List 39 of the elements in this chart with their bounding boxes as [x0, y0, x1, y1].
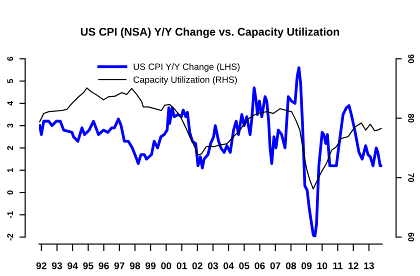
- x-tick-label: 93: [52, 262, 62, 270]
- y-tick-label: 0: [7, 190, 14, 194]
- x-tick-label: 04: [224, 262, 234, 270]
- y-tick-label: -2: [7, 234, 14, 240]
- y-tick-label: 1: [7, 168, 14, 172]
- y-tick-label: 5: [7, 78, 14, 84]
- x-tick-label: 00: [161, 262, 172, 270]
- chart-title: US CPI (NSA) Y/Y Change vs. Capacity Utilization: [80, 28, 340, 38]
- x-tick-label: 96: [98, 262, 109, 270]
- x-tick-label: 13: [364, 262, 374, 270]
- y-tick-label: 2: [7, 146, 14, 150]
- legend-label: Capacity Utilization (RHS): [134, 76, 237, 85]
- y-tick-label: -1: [7, 211, 14, 218]
- y-tick-label: 4: [7, 101, 14, 106]
- line-series: [39, 87, 382, 190]
- y2-tick-label: 70: [408, 173, 414, 182]
- x-tick-label: 94: [68, 262, 78, 270]
- x-tick-label: 97: [114, 262, 124, 270]
- x-tick-label: 02: [192, 262, 202, 270]
- legend-label: US CPI Y/Y Change (LHS): [134, 63, 240, 72]
- x-tick-label: 95: [83, 262, 94, 270]
- y-tick-label: 6: [7, 56, 14, 61]
- x-tick-label: 10: [317, 262, 328, 270]
- x-tick-label: 09: [302, 262, 312, 270]
- x-tick-label: 06: [254, 262, 265, 270]
- x-tick-label: 03: [208, 262, 218, 270]
- x-tick-label: 05: [239, 262, 250, 270]
- y2-tick-label: 60: [408, 232, 414, 242]
- x-tick-label: 01: [176, 262, 187, 270]
- x-tick-label: 08: [286, 262, 296, 270]
- y-tick-label: 3: [7, 124, 14, 128]
- x-tick-label: 99: [146, 262, 156, 270]
- x-tick-label: 12: [348, 262, 358, 270]
- y2-tick-label: 90: [408, 54, 414, 64]
- x-tick-label: 11: [333, 262, 343, 270]
- y2-tick-label: 80: [408, 114, 414, 123]
- x-tick-label: 98: [130, 262, 140, 270]
- x-tick-label: 92: [36, 262, 46, 270]
- x-tick-label: 07: [270, 262, 280, 270]
